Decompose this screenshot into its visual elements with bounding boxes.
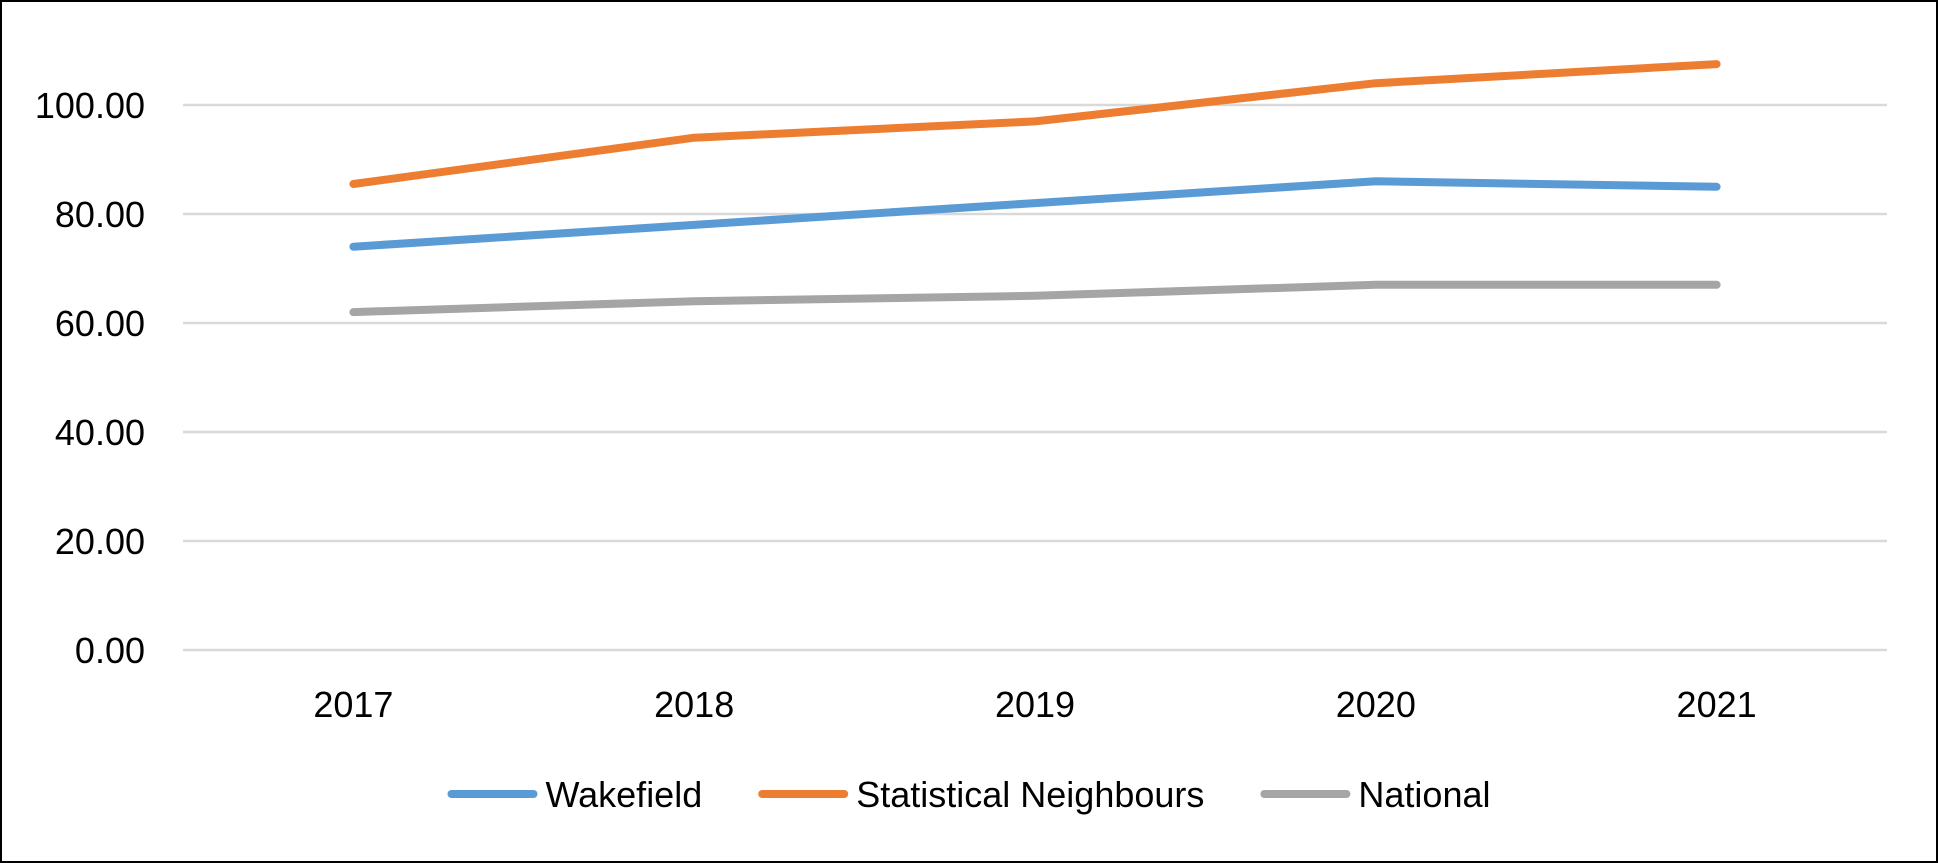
- legend-label: Statistical Neighbours: [856, 774, 1204, 815]
- legend: Wakefield Statistical Neighbours National: [447, 774, 1491, 815]
- y-axis-tick-labels: 0.00 20.00 40.00 60.00 80.00 100.00: [35, 85, 145, 671]
- legend-item-national: National: [1260, 774, 1491, 815]
- legend-item-wakefield: Wakefield: [447, 774, 703, 815]
- series-line-wakefield: [349, 177, 1721, 251]
- y-tick-label: 100.00: [35, 85, 145, 126]
- legend-label: Wakefield: [546, 774, 703, 815]
- y-tick-label: 60.00: [55, 303, 145, 344]
- x-axis-tick-labels: 2017 2018 2019 2020 2021: [313, 684, 1756, 725]
- x-tick-label: 2018: [654, 684, 734, 725]
- series-line-statistical-neighbours: [349, 60, 1721, 188]
- legend-item-statistical-neighbours: Statistical Neighbours: [758, 774, 1204, 815]
- x-tick-label: 2020: [1336, 684, 1416, 725]
- y-tick-label: 0.00: [75, 630, 145, 671]
- x-tick-label: 2019: [995, 684, 1075, 725]
- gridlines: [183, 103, 1887, 652]
- x-tick-label: 2021: [1677, 684, 1757, 725]
- y-tick-label: 80.00: [55, 194, 145, 235]
- y-tick-label: 40.00: [55, 412, 145, 453]
- y-tick-label: 20.00: [55, 521, 145, 562]
- legend-label: National: [1358, 774, 1490, 815]
- series-line-national: [349, 280, 1721, 317]
- x-tick-label: 2017: [313, 684, 393, 725]
- series-lines: [349, 60, 1721, 317]
